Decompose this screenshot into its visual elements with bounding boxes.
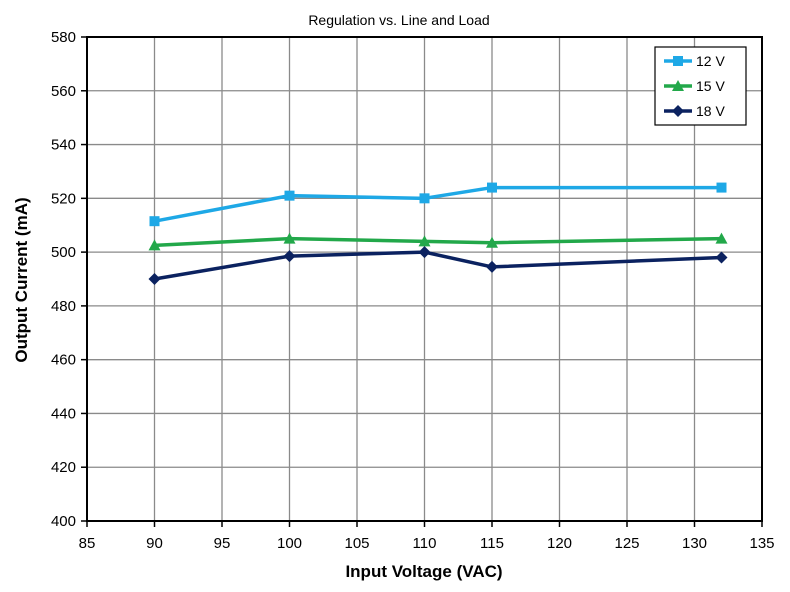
data-point-15v	[148, 239, 161, 251]
y-tick-label: 420	[51, 459, 76, 476]
data-point-15v	[283, 232, 296, 244]
data-point-15v	[715, 232, 728, 244]
x-tick-label: 120	[547, 535, 572, 552]
legend-label: 18 V	[696, 103, 725, 119]
x-tick-label: 100	[277, 535, 302, 552]
series-15v	[148, 232, 728, 251]
x-tick-label: 135	[749, 535, 774, 552]
y-tick-label: 500	[51, 244, 76, 261]
legend-marker-15v	[672, 80, 684, 91]
data-point-18v	[486, 260, 498, 273]
y-tick-label: 520	[51, 190, 76, 207]
data-point-12v	[149, 216, 160, 227]
legend-marker-12v	[673, 56, 683, 66]
legend-marker-18v	[672, 105, 684, 117]
x-tick-label: 90	[146, 535, 163, 552]
legend-item-12v: 12 V	[664, 53, 725, 69]
x-axis-title: Input Voltage (VAC)	[345, 562, 502, 581]
data-point-12v	[284, 190, 295, 201]
legend: 12 V 15 V 18 V	[654, 46, 747, 126]
y-tick-label: 560	[51, 83, 76, 100]
data-point-12v	[487, 182, 497, 193]
data-point-12v	[419, 193, 430, 204]
data-point-18v	[715, 251, 728, 264]
data-point-18v	[418, 246, 431, 259]
data-point-18v	[148, 273, 161, 285]
legend-label: 12 V	[696, 53, 725, 69]
legend-item-15v: 15 V	[664, 78, 725, 94]
y-tick-label: 580	[51, 29, 76, 46]
series	[148, 182, 728, 285]
x-tick-label: 85	[79, 535, 96, 552]
data-point-15v	[418, 235, 431, 247]
data-point-18v	[283, 250, 296, 263]
x-tick-label: 115	[480, 535, 504, 552]
y-tick-label: 440	[51, 405, 76, 422]
axes	[81, 36, 763, 527]
series-18v	[148, 246, 728, 285]
x-tick-label: 105	[344, 535, 369, 552]
x-tick-label: 110	[413, 535, 437, 552]
y-axis-title: Output Current (mA)	[12, 197, 31, 362]
x-tick-label: 95	[214, 535, 231, 552]
legend-label: 15 V	[696, 78, 725, 94]
x-tick-label: 130	[682, 535, 707, 552]
series-12v	[149, 182, 727, 227]
y-tick-label: 480	[51, 298, 76, 315]
tick-labels: 85 90 95 100 105 110 115 120 125 130 135 400 420 440 4…	[51, 29, 775, 552]
x-tick-label: 125	[614, 535, 639, 552]
chart-title: Regulation vs. Line and Load	[308, 12, 489, 28]
legend-item-18v: 18 V	[664, 103, 725, 119]
data-point-12v	[716, 182, 727, 193]
y-tick-label: 400	[51, 513, 76, 530]
y-tick-label: 460	[51, 352, 76, 369]
y-tick-label: 540	[51, 137, 76, 154]
data-point-15v	[486, 236, 498, 248]
